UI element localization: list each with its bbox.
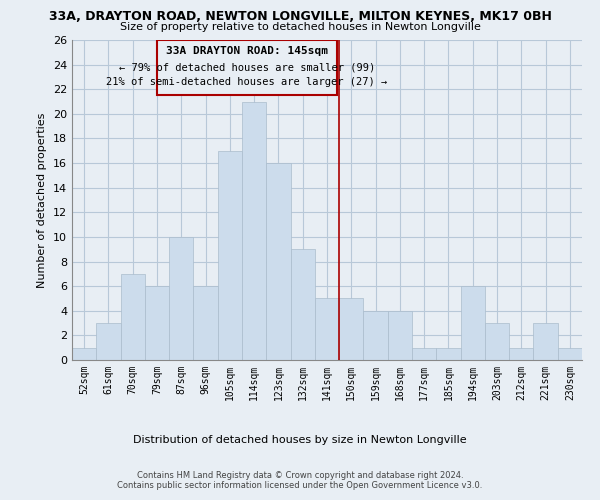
Bar xyxy=(96,323,121,360)
Text: Distribution of detached houses by size in Newton Longville: Distribution of detached houses by size … xyxy=(133,435,467,445)
Bar xyxy=(242,102,266,360)
Bar xyxy=(558,348,582,360)
Text: 33A DRAYTON ROAD: 145sqm: 33A DRAYTON ROAD: 145sqm xyxy=(166,46,328,56)
Bar xyxy=(218,151,242,360)
Bar xyxy=(121,274,145,360)
Bar xyxy=(461,286,485,360)
Bar xyxy=(509,348,533,360)
Bar xyxy=(193,286,218,360)
Bar xyxy=(266,163,290,360)
Bar xyxy=(364,311,388,360)
Bar xyxy=(315,298,339,360)
Text: Contains HM Land Registry data © Crown copyright and database right 2024.
Contai: Contains HM Land Registry data © Crown c… xyxy=(118,470,482,490)
Bar xyxy=(412,348,436,360)
Bar xyxy=(145,286,169,360)
Bar xyxy=(436,348,461,360)
Bar xyxy=(169,237,193,360)
Bar xyxy=(72,348,96,360)
Y-axis label: Number of detached properties: Number of detached properties xyxy=(37,112,47,288)
Text: 33A, DRAYTON ROAD, NEWTON LONGVILLE, MILTON KEYNES, MK17 0BH: 33A, DRAYTON ROAD, NEWTON LONGVILLE, MIL… xyxy=(49,10,551,23)
FancyBboxPatch shape xyxy=(157,40,337,96)
Bar xyxy=(290,249,315,360)
Bar xyxy=(533,323,558,360)
Text: 21% of semi-detached houses are larger (27) →: 21% of semi-detached houses are larger (… xyxy=(106,77,388,87)
Bar xyxy=(485,323,509,360)
Text: Size of property relative to detached houses in Newton Longville: Size of property relative to detached ho… xyxy=(119,22,481,32)
Bar xyxy=(388,311,412,360)
Bar xyxy=(339,298,364,360)
Text: ← 79% of detached houses are smaller (99): ← 79% of detached houses are smaller (99… xyxy=(119,62,375,72)
